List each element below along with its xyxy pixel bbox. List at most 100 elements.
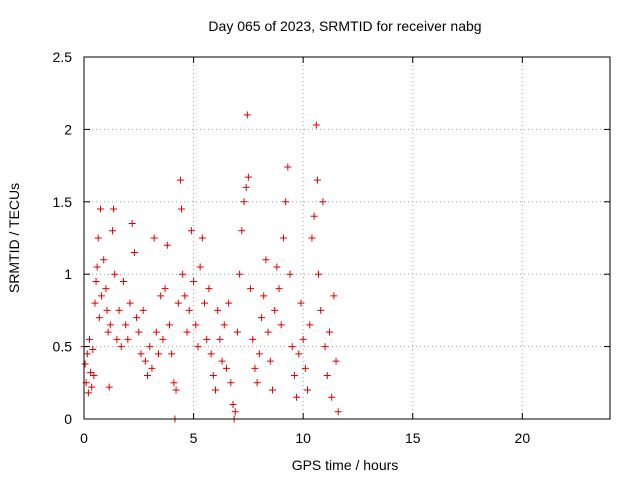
data-point [247,285,255,293]
data-point [150,234,158,242]
data-point [110,205,118,213]
data-point [117,343,125,351]
data-point [301,364,309,372]
data-point [284,163,292,171]
data-point [91,299,99,307]
data-point [220,321,228,329]
data-point [148,364,156,372]
data-point [146,343,154,351]
data-point [92,277,100,285]
plot-frame [83,56,611,420]
data-point [106,321,114,329]
data-point [174,299,182,307]
data-point [83,350,91,358]
x-tick-label: 0 [80,430,88,446]
data-point [253,379,261,387]
data-point [249,335,257,343]
data-point [100,256,108,264]
data-point [95,314,103,322]
chart-title: Day 065 of 2023, SRMTID for receiver nab… [208,18,481,34]
data-point [94,234,102,242]
data-point [165,321,173,329]
data-point [313,176,321,184]
data-point [130,248,138,256]
data-point [111,270,119,278]
data-point [207,350,215,358]
data-point [258,314,266,322]
data-point [293,393,301,401]
data-point [297,299,305,307]
data-point [152,328,160,336]
data-point [98,292,106,300]
data-point [194,343,202,351]
data-point [137,350,145,358]
data-point [124,335,132,343]
data-point [216,335,224,343]
y-tick-label: 1.5 [53,194,73,210]
data-point [295,350,303,358]
data-point [183,328,191,336]
data-point [144,372,152,380]
data-point [233,328,241,336]
data-point [190,277,198,285]
data-point [286,270,294,278]
data-point [315,270,323,278]
data-point [128,220,136,228]
data-point [214,306,222,314]
data-point [185,306,193,314]
data-point [209,372,217,380]
data-point [264,328,272,336]
data-point [332,357,340,365]
data-point [288,343,296,351]
data-point [135,328,143,336]
data-point [306,321,314,329]
data-point [102,285,110,293]
x-tick-label: 5 [190,430,198,446]
x-tick-label: 15 [405,430,421,446]
data-point [275,285,283,293]
data-point [319,198,327,206]
data-point [198,234,206,242]
data-point [172,386,180,394]
y-tick-label: 1 [64,266,72,282]
y-tick-label: 0.5 [53,339,73,355]
data-point [168,350,176,358]
data-point [196,263,204,271]
data-point [321,343,329,351]
data-point [308,234,316,242]
data-point [212,386,219,394]
data-point [108,227,116,235]
data-point [317,306,325,314]
data-point [334,408,342,416]
grid [84,57,610,419]
data-point [328,393,336,401]
data-point [243,111,251,119]
data-point [126,299,134,307]
data-point [141,357,149,365]
data-points [80,111,342,423]
y-axis-label: SRMTID / TECUs [6,183,22,293]
data-point [229,401,237,409]
data-point [87,369,95,377]
data-point [277,321,285,329]
data-point [262,256,270,264]
data-point [244,173,252,181]
data-point [227,379,235,387]
data-point [201,299,209,307]
y-tick-label: 2 [64,121,72,137]
data-point [84,389,92,397]
data-point [310,212,318,220]
data-point [93,263,101,271]
data-point [240,198,248,206]
data-point [251,364,259,372]
data-point [187,227,195,235]
data-point [181,292,189,300]
data-point [139,306,147,314]
data-point [157,292,165,300]
data-point [103,306,111,314]
data-point [279,234,287,242]
data-point [161,285,169,293]
data-point [96,205,104,213]
data-point [231,408,239,416]
